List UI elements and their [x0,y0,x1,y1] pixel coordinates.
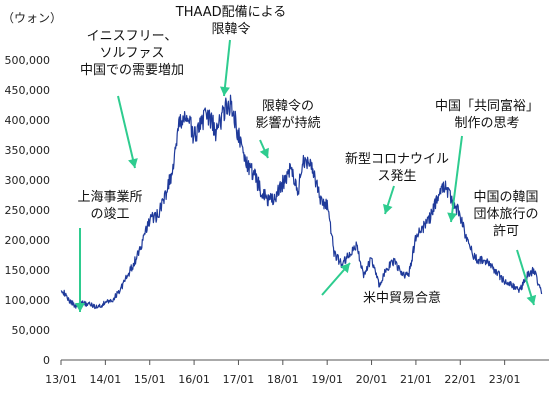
x-tick-label: 19/01 [311,373,343,386]
x-tick-label: 20/01 [356,373,388,386]
annotation-arrowhead [128,158,138,168]
y-tick-label: 350,000 [5,144,51,157]
y-tick-label: 250,000 [5,204,51,217]
annotation-line: 米中貿易合意 [363,290,441,306]
y-tick-label: 0 [43,354,50,367]
y-tick-label: 50,000 [12,324,51,337]
annotation-arrowhead [340,263,350,274]
x-tick-label: 16/01 [178,373,210,386]
y-tick-label: 150,000 [5,264,51,277]
annotation-line: イニスフリー、 [87,29,178,44]
annotation-arrow [450,135,463,223]
annotation-line: 新型コロナウイル [345,151,449,167]
annotation-line: ス発生 [377,169,416,184]
annotation-arrowhead [447,212,458,222]
y-tick-label: 450,000 [5,84,51,97]
x-tick-label: 13/01 [45,373,77,386]
annotation-line: 団体旅行の [473,207,538,222]
annotation-arrows [75,39,537,312]
x-tick-label: 15/01 [134,373,166,386]
y-tick-label: 500,000 [5,54,51,67]
y-axis-unit-label: （ウォン） [2,11,62,25]
annotation-line: 許可 [493,224,519,239]
annotation-line: 中国「共同富裕」 [435,98,539,114]
x-tick-label: 21/01 [400,373,432,386]
x-tick-label: 18/01 [267,373,299,386]
annotation-arrow [516,249,535,306]
annotation-arrowhead [259,147,269,158]
annotation-line: THAAD配備による [175,4,287,20]
x-tick-label: 22/01 [444,373,476,386]
annotation-line: 制作の思考 [454,116,519,131]
annotation-label: 米中貿易合意 [363,290,441,306]
annotation-arrow [223,39,231,97]
y-tick-label: 400,000 [5,114,51,127]
annotation-line: 中国の韓国 [473,190,538,205]
annotation-line: 限韓令の [262,99,314,114]
annotation-arrowhead [526,294,537,305]
annotation-line: 中国での需要増加 [80,63,184,78]
x-tick-label: 14/01 [90,373,122,386]
x-tick-label: 17/01 [223,373,255,386]
annotation-line: 影響が持続 [255,115,320,131]
series-line [60,94,543,310]
y-axis-ticks: 0 50,000 100,000 150,000 200,000 250,000 300,0… [5,54,51,367]
annotations: 上海事業所の竣工イニスフリー、ソルファス中国での需要増加THAAD配備による限韓… [77,4,539,306]
annotation-arrow [117,95,136,169]
annotation-line: 限韓令 [211,22,250,37]
annotation-arrowhead [219,86,230,96]
y-tick-label: 300,000 [5,174,51,187]
annotation-line: 上海事業所 [77,189,142,205]
y-tick-label: 100,000 [5,294,51,307]
annotation-arrowhead [75,303,85,312]
annotation-label: 中国「共同富裕」制作の思考 [435,98,539,131]
annotation-line: の竣工 [90,207,129,222]
x-tick-label: 23/01 [489,373,521,386]
x-axis-ticks: 13/01 14/01 15/01 16/01 17/01 18/01 19/01 20/01… [45,360,520,386]
annotation-arrowhead [382,203,393,214]
annotation-line: ソルファス [99,46,164,61]
y-tick-label: 200,000 [5,234,51,247]
